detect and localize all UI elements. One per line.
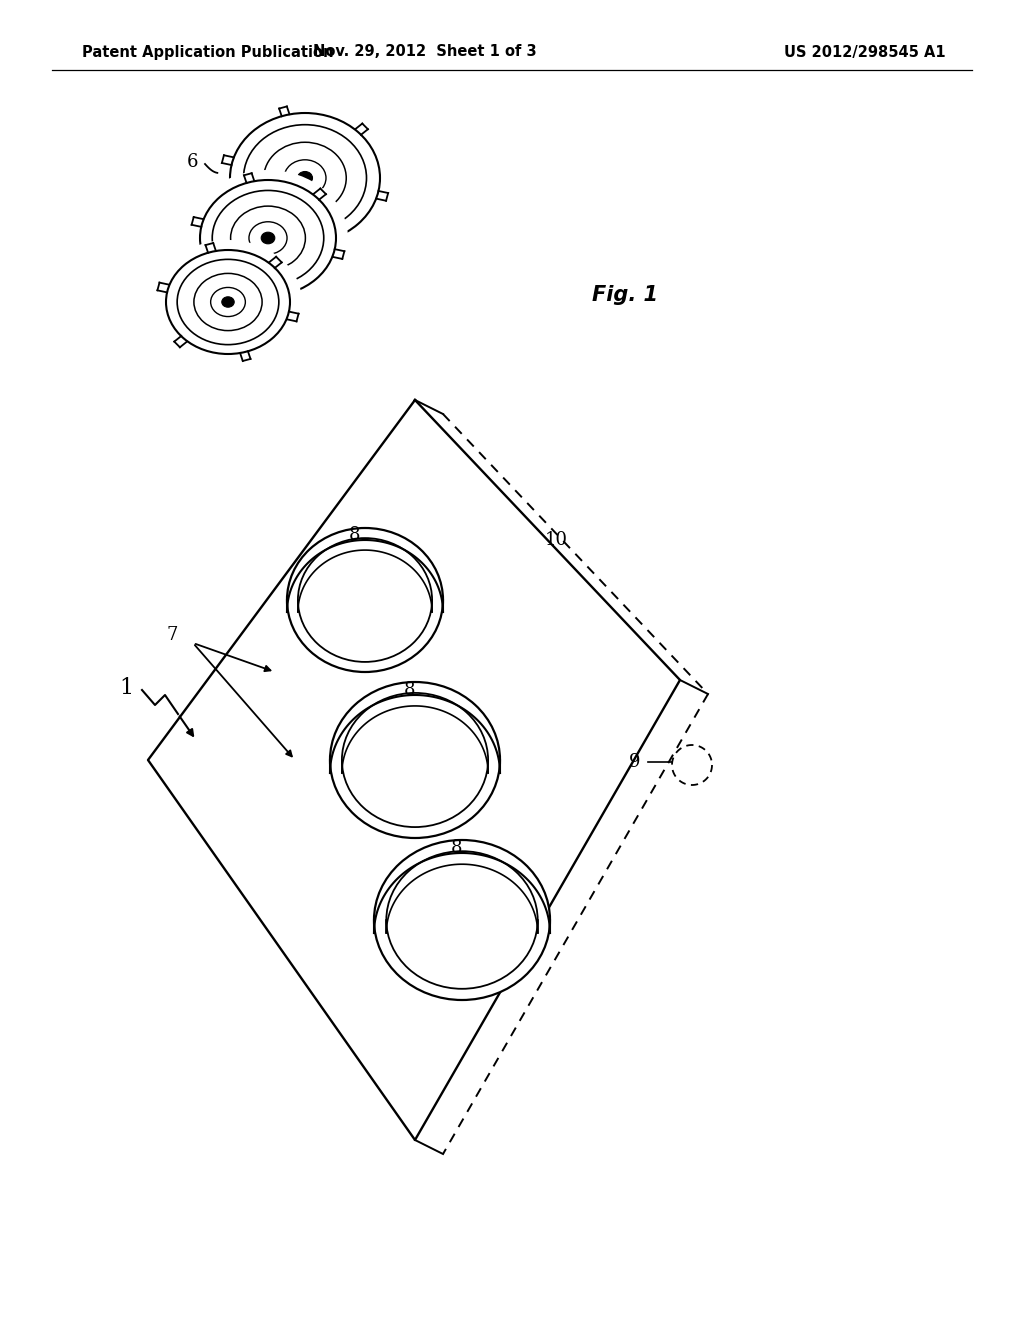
Text: US 2012/298545 A1: US 2012/298545 A1 bbox=[784, 45, 946, 59]
Ellipse shape bbox=[222, 297, 234, 308]
Text: Patent Application Publication: Patent Application Publication bbox=[82, 45, 334, 59]
Text: 8: 8 bbox=[403, 681, 415, 700]
Text: 9: 9 bbox=[629, 752, 640, 771]
Ellipse shape bbox=[261, 232, 274, 244]
Text: 8: 8 bbox=[451, 840, 462, 857]
Text: 1: 1 bbox=[119, 677, 133, 700]
Ellipse shape bbox=[218, 103, 392, 253]
Ellipse shape bbox=[298, 172, 312, 185]
Text: 10: 10 bbox=[545, 531, 568, 549]
Text: 6: 6 bbox=[186, 153, 198, 172]
Text: 8: 8 bbox=[348, 525, 360, 544]
Ellipse shape bbox=[188, 170, 348, 306]
Text: Nov. 29, 2012  Sheet 1 of 3: Nov. 29, 2012 Sheet 1 of 3 bbox=[313, 45, 537, 59]
Ellipse shape bbox=[154, 240, 302, 364]
Text: 4: 4 bbox=[186, 269, 198, 286]
Ellipse shape bbox=[330, 682, 500, 838]
Text: 5: 5 bbox=[205, 207, 216, 224]
Text: 7: 7 bbox=[167, 626, 178, 644]
Text: Fig. 1: Fig. 1 bbox=[592, 285, 658, 305]
Ellipse shape bbox=[287, 528, 443, 672]
Ellipse shape bbox=[374, 840, 550, 1001]
